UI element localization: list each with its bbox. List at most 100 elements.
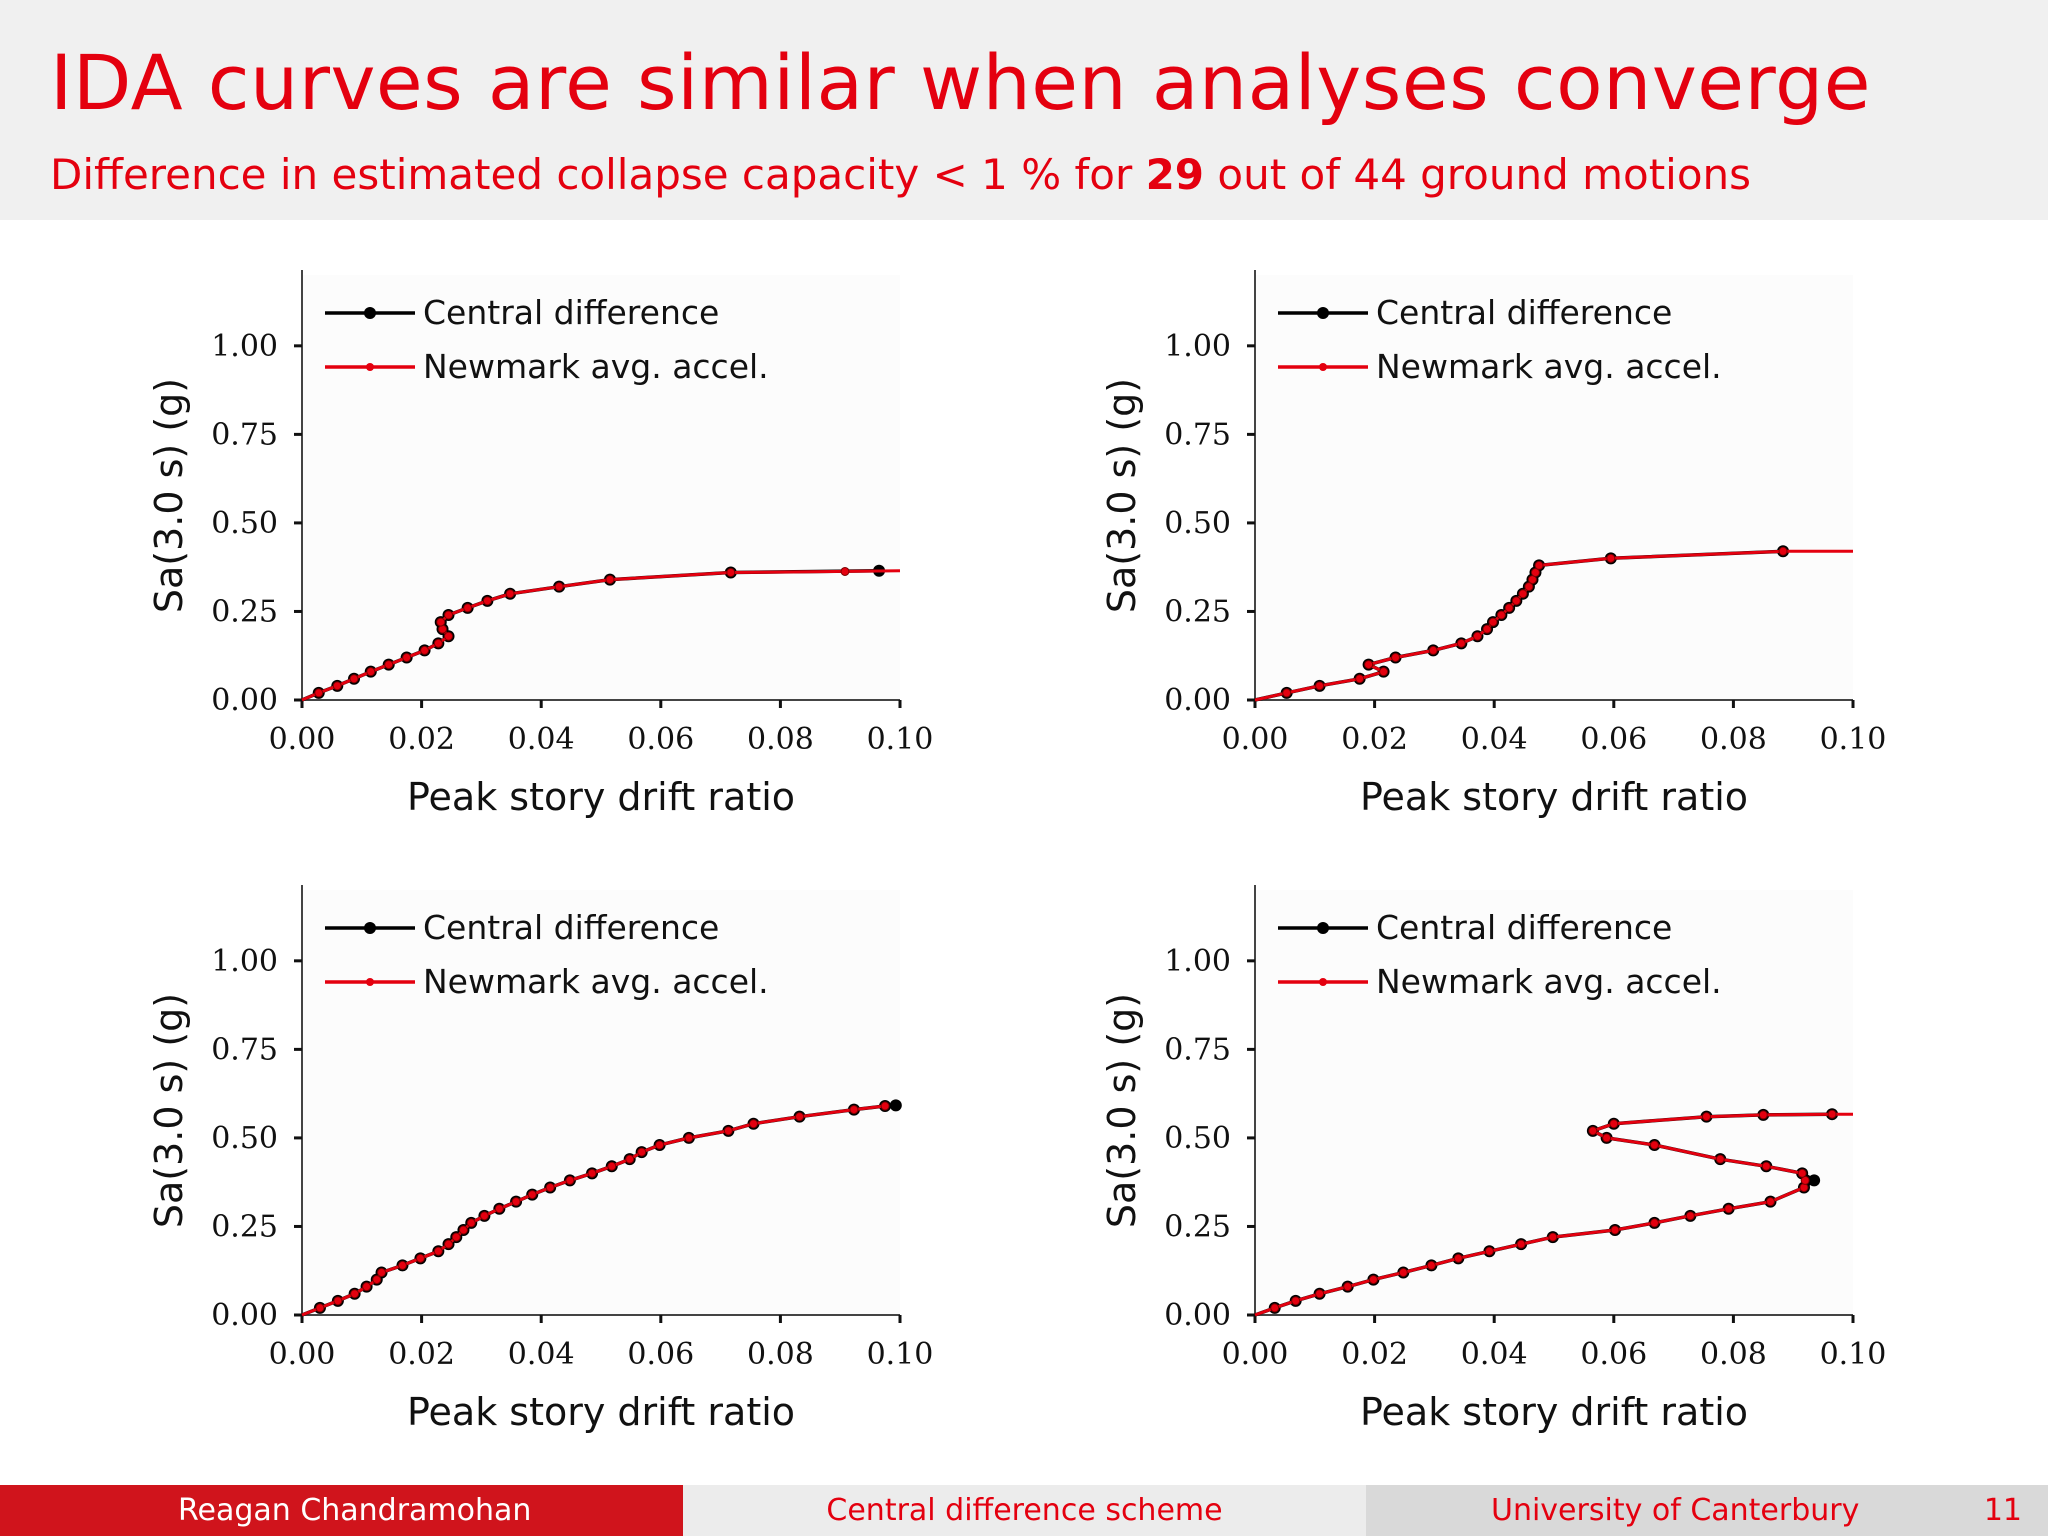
- footer-institution-box: University of Canterbury 11: [1366, 1485, 2048, 1536]
- ida-chart-svg: 0.00 0.25 0.50 0.75 1.00 0.00 0.02 0.04 0.06 0.08…: [147, 885, 934, 1434]
- data-point: [1649, 1218, 1659, 1228]
- slide-title: IDA curves are similar when analyses con…: [50, 38, 1871, 127]
- x-tick-label: 0.10: [867, 1337, 934, 1372]
- data-point: [1724, 1204, 1734, 1214]
- data-point: [384, 660, 394, 670]
- data-point: [1548, 1232, 1558, 1242]
- data-point: [402, 653, 412, 662]
- data-point: [1343, 1282, 1353, 1292]
- chart-panel-3: 0.00 0.25 0.50 0.75 1.00 0.00 0.02 0.04 0.06 0.08…: [130, 870, 1030, 1450]
- data-point: [444, 631, 454, 641]
- data-point: [607, 1161, 617, 1171]
- ida-chart-svg: 0.00 0.25 0.50 0.75 1.00 0.00 0.02 0.04 0.06 0.08…: [1100, 885, 1886, 1434]
- chart-legend: Central difference Newmark avg. accel.: [325, 908, 769, 1001]
- data-point: [554, 582, 564, 592]
- data-point: [1511, 596, 1521, 606]
- data-point: [1355, 674, 1365, 684]
- data-point: [1282, 688, 1292, 698]
- x-tick-label: 0.08: [1700, 722, 1767, 757]
- chart-legend: Central difference Newmark avg. accel.: [1278, 908, 1722, 1001]
- series-newmark: [1254, 1109, 1853, 1317]
- data-point: [1761, 1161, 1771, 1171]
- y-tick-label: 0.25: [211, 1209, 278, 1244]
- y-tick-label: 0.25: [211, 594, 278, 629]
- y-tick-label: 0.00: [1164, 683, 1231, 718]
- y-tick-label: 0.75: [211, 1032, 278, 1067]
- plot-area: [302, 890, 900, 1315]
- data-point: [415, 1253, 425, 1263]
- slide-footer: Reagan Chandramohan Central difference s…: [0, 1485, 2048, 1536]
- x-tick-label: 0.08: [1700, 1337, 1767, 1372]
- data-point: [605, 575, 615, 585]
- data-point: [748, 1119, 758, 1129]
- data-point: [314, 688, 324, 698]
- ida-chart-svg: 0.00 0.25 0.50 0.75 1.00 0.00 0.02 0.04 0.06 0.08…: [147, 270, 933, 819]
- data-point: [625, 1154, 635, 1164]
- x-tick-label: 0.00: [269, 1337, 336, 1372]
- data-point: [726, 568, 736, 577]
- legend-label: Central difference: [1376, 908, 1672, 947]
- y-tick-label: 0.75: [1164, 1032, 1231, 1067]
- subtitle-count: 29: [1145, 150, 1205, 199]
- data-point: [332, 681, 342, 691]
- data-point: [565, 1175, 575, 1185]
- data-point: [527, 1190, 537, 1200]
- series-newmark: [301, 1101, 890, 1317]
- legend-marker: [366, 978, 374, 986]
- x-tick-label: 0.02: [388, 1337, 455, 1372]
- data-point: [1797, 1168, 1807, 1178]
- data-point: [1291, 1296, 1301, 1306]
- data-point: [350, 1289, 360, 1299]
- data-point: [849, 1105, 859, 1115]
- chart-panel-2: 0.00 0.25 0.50 0.75 1.00 0.00 0.02 0.04 0.06 0.08…: [1083, 255, 1983, 835]
- x-tick-label: 0.06: [1580, 1337, 1647, 1372]
- x-tick-label: 0.06: [1580, 722, 1647, 757]
- data-point: [1428, 645, 1438, 655]
- data-point: [1482, 624, 1492, 634]
- footer-author: Reagan Chandramohan: [0, 1485, 683, 1536]
- data-point: [1685, 1211, 1695, 1221]
- y-tick-label: 0.50: [211, 1121, 278, 1156]
- series-newmark: [1254, 546, 1853, 702]
- legend-label: Newmark avg. accel.: [1376, 347, 1722, 386]
- legend-label: Central difference: [1376, 293, 1672, 332]
- x-tick-label: 0.06: [627, 722, 694, 757]
- data-point: [1649, 1140, 1659, 1150]
- data-point: [587, 1168, 597, 1178]
- data-point: [1391, 653, 1401, 662]
- chart-panel-1: 0.00 0.25 0.50 0.75 1.00 0.00 0.02 0.04 0.06 0.08…: [130, 255, 1030, 835]
- data-point: [1379, 667, 1389, 677]
- data-point: [463, 603, 473, 613]
- x-tick-label: 0.08: [747, 722, 814, 757]
- x-axis-label: Peak story drift ratio: [1360, 1390, 1748, 1434]
- legend-label: Newmark avg. accel.: [1376, 962, 1722, 1001]
- legend-marker: [1317, 922, 1329, 934]
- data-point: [1426, 1260, 1436, 1270]
- data-point: [840, 566, 850, 576]
- data-point: [1609, 1119, 1619, 1129]
- x-tick-label: 0.04: [1461, 722, 1528, 757]
- data-point: [723, 1126, 733, 1136]
- y-tick-label: 0.75: [1164, 417, 1231, 452]
- data-point: [1534, 560, 1544, 570]
- data-point: [1484, 1246, 1494, 1256]
- legend-marker: [1319, 978, 1327, 986]
- data-point: [1765, 1197, 1775, 1207]
- x-tick-label: 0.00: [269, 722, 336, 757]
- data-point: [1368, 1275, 1378, 1285]
- data-point: [505, 589, 515, 599]
- y-axis-label: Sa(3.0 s) (g): [147, 993, 191, 1228]
- y-tick-label: 0.00: [211, 683, 278, 718]
- legend-label: Newmark avg. accel.: [423, 962, 769, 1001]
- data-point: [315, 1303, 325, 1313]
- slide-header: IDA curves are similar when analyses con…: [0, 0, 2048, 220]
- x-tick-label: 0.08: [747, 1337, 814, 1372]
- data-point: [545, 1183, 555, 1192]
- page-number: 11: [1983, 1493, 2022, 1528]
- data-point: [1524, 582, 1534, 592]
- data-point: [444, 1239, 454, 1249]
- x-tick-label: 0.04: [508, 1337, 575, 1372]
- legend-label: Central difference: [423, 908, 719, 947]
- data-point: [366, 667, 376, 677]
- data-point: [1606, 553, 1616, 563]
